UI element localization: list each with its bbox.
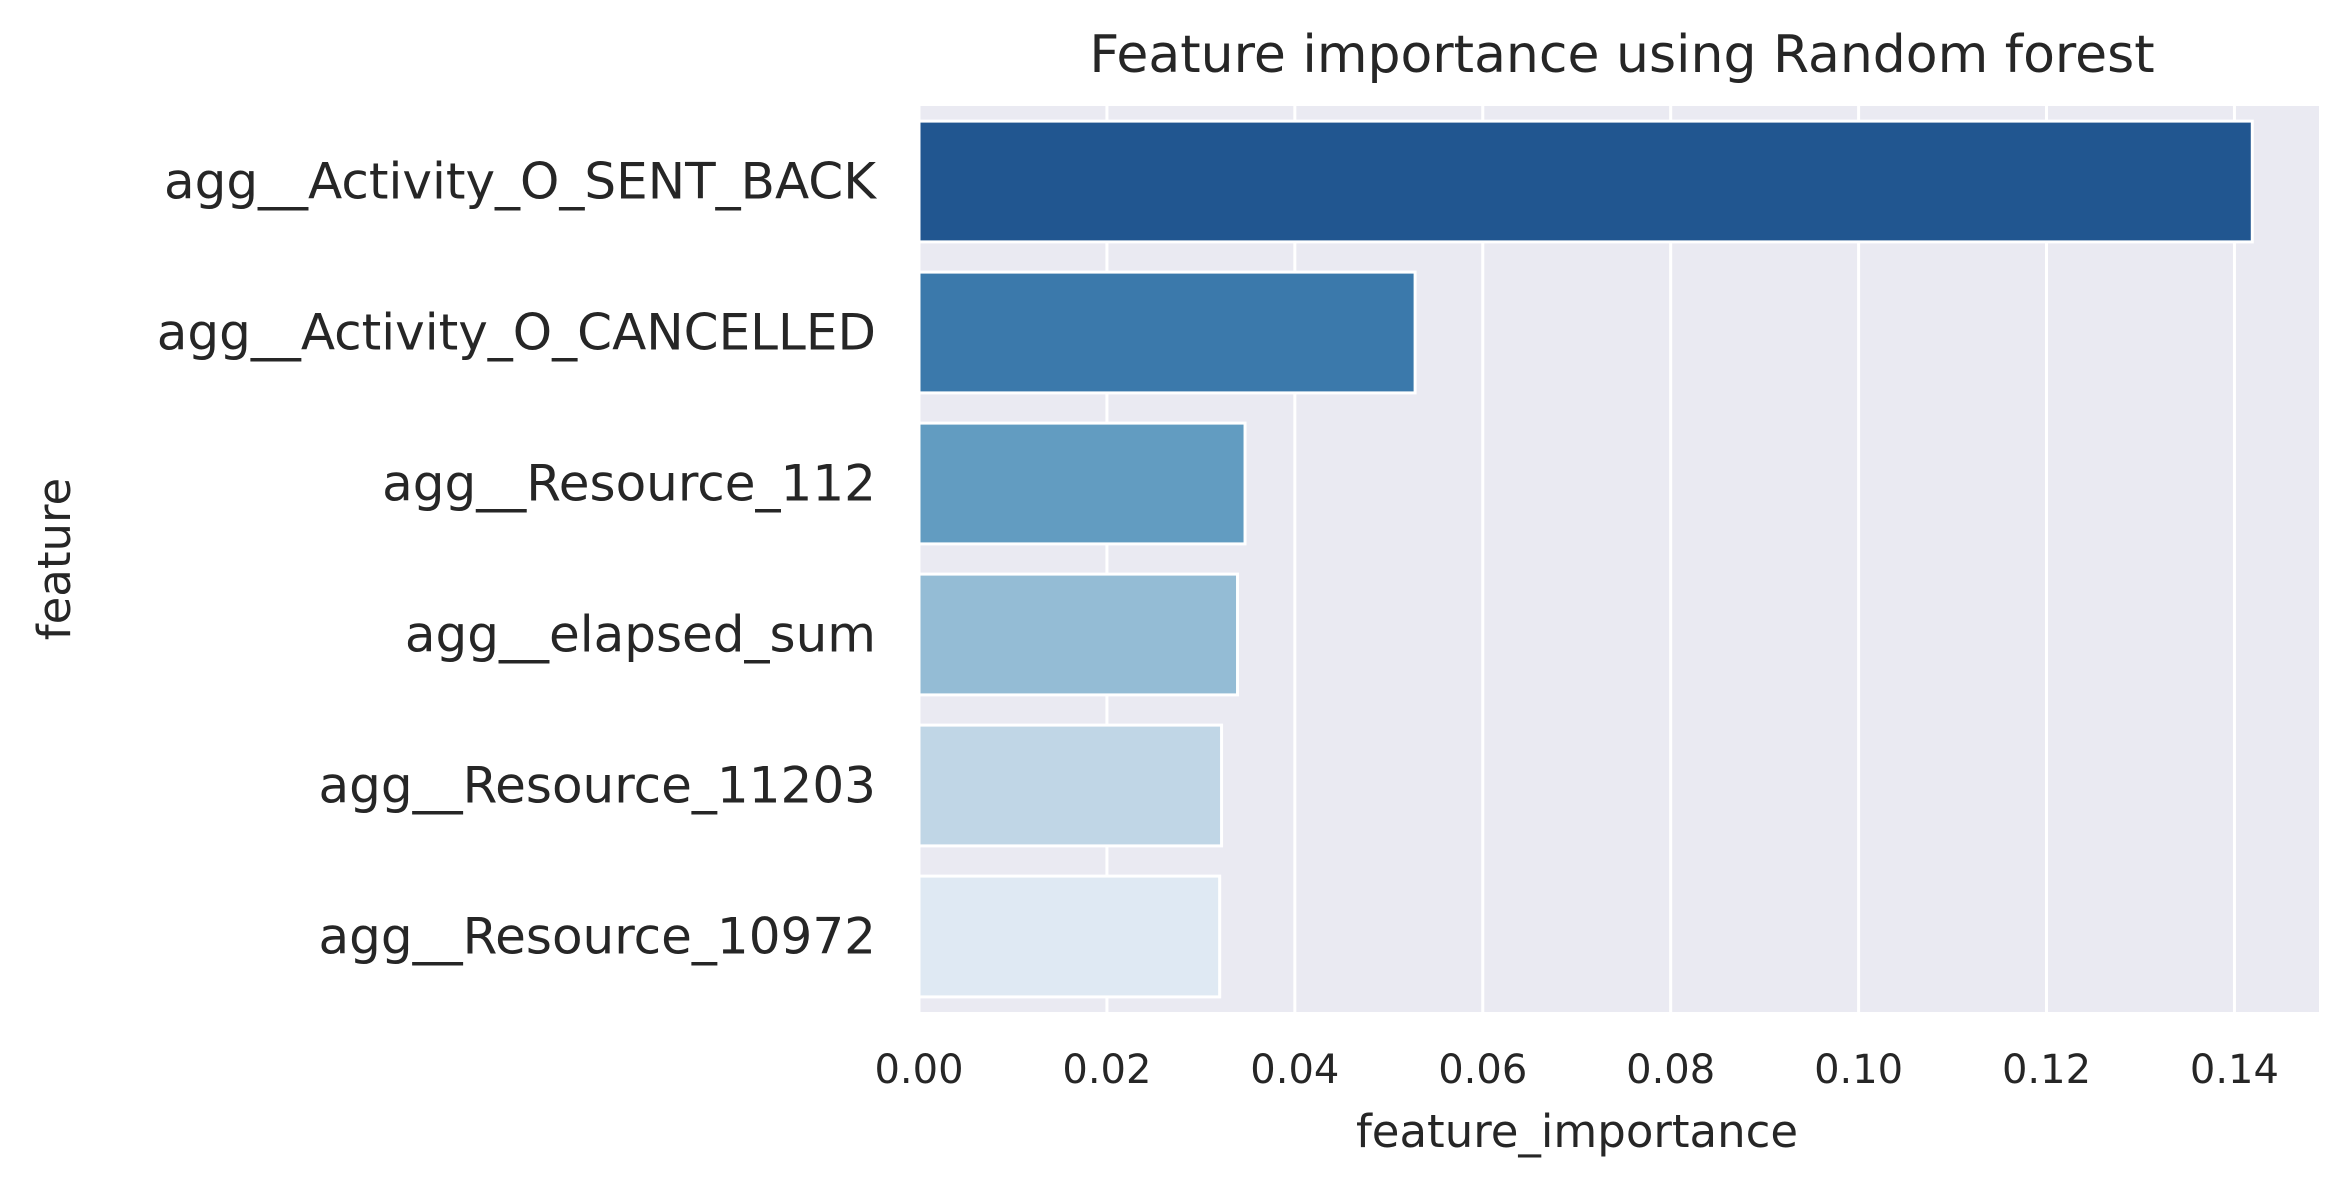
x-tick-label-6: 0.12: [2002, 1047, 2091, 1093]
x-tick-label-0: 0.00: [874, 1047, 963, 1093]
x-tick-label-4: 0.08: [1626, 1047, 1715, 1093]
x-tick-label-5: 0.10: [1814, 1047, 1903, 1093]
bar-2: [917, 421, 1247, 546]
grid-lines: [917, 106, 2236, 1012]
y-tick-label-3: agg__elapsed_sum: [405, 606, 876, 664]
y-tick-label-2: agg__Resource_112: [382, 455, 876, 513]
x-tick-labels: 0.00 0.02 0.04 0.06 0.08 0.10 0.12 0.14: [874, 1047, 2278, 1093]
y-axis-label: feature: [28, 478, 81, 640]
bar-3: [917, 572, 1240, 697]
chart-title: Feature importance using Random forest: [1089, 25, 2154, 85]
x-tick-label-7: 0.14: [2190, 1047, 2279, 1093]
bars: [917, 119, 2254, 999]
y-tick-label-5: agg__Resource_10972: [319, 908, 876, 966]
y-tick-labels: agg__Activity_O_SENT_BACK agg__Activity_O…: [157, 153, 878, 966]
x-tick-label-2: 0.04: [1250, 1047, 1339, 1093]
plot-area: [919, 106, 2319, 1012]
x-tick-label-3: 0.06: [1438, 1047, 1527, 1093]
bar-0: [917, 119, 2254, 244]
bar-1: [917, 270, 1417, 395]
y-tick-label-4: agg__Resource_11203: [319, 757, 876, 815]
y-tick-label-1: agg__Activity_O_CANCELLED: [157, 304, 876, 362]
y-tick-label-0: agg__Activity_O_SENT_BACK: [164, 153, 877, 211]
x-axis-label: feature_importance: [1356, 1105, 1798, 1158]
bar-5: [917, 874, 1222, 999]
bar-4: [917, 723, 1224, 848]
x-tick-label-1: 0.02: [1062, 1047, 1151, 1093]
